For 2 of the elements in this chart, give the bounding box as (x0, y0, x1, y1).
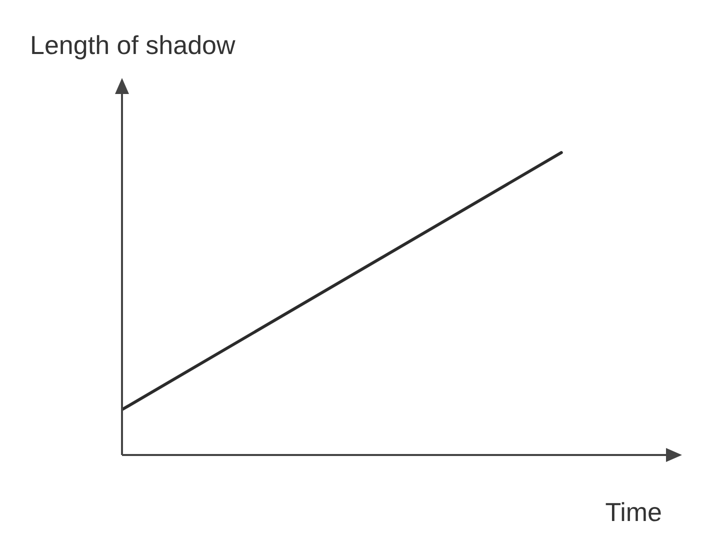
y-axis-title: Length of shadow (30, 30, 236, 60)
x-axis-title: Time (605, 497, 662, 527)
